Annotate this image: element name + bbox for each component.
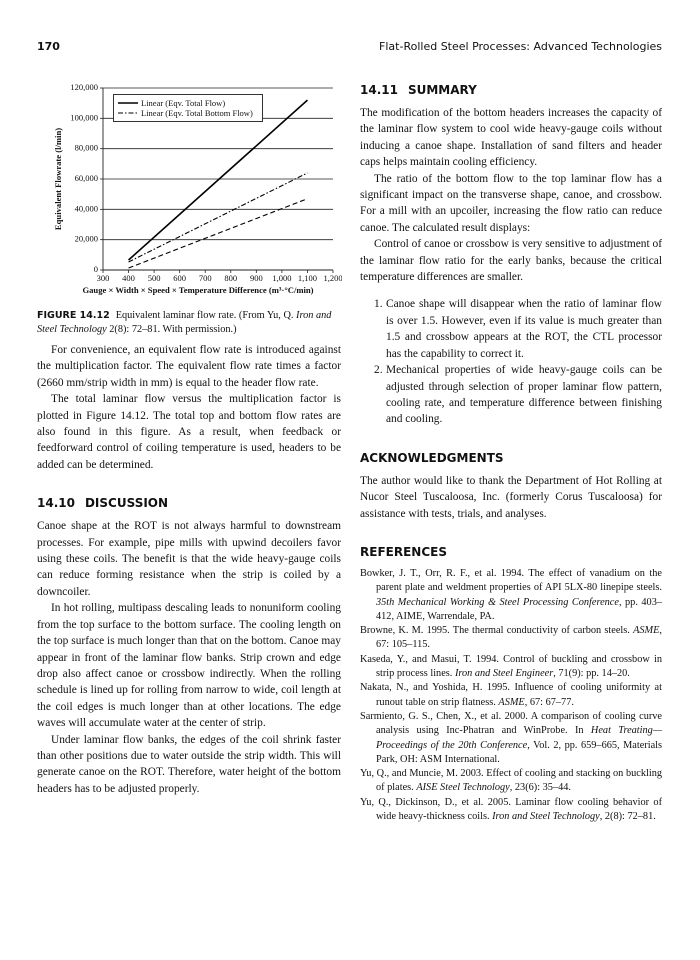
paragraph: Canoe shape at the ROT is not always har… (37, 520, 341, 598)
legend: Linear (Eqv. Total Flow) Linear (Eqv. Tot… (113, 94, 263, 122)
section-number: 14.10 (37, 496, 75, 511)
x-axis-label: Gauge × Width × Speed × Temperature Diff… (82, 285, 313, 295)
section-heading: 14.10 DISCUSSION (37, 495, 341, 511)
right-column: 14.11 SUMMARY The modification of the bott… (360, 82, 662, 824)
section-title: REFERENCES (360, 544, 447, 559)
legend-label: Linear (Eqv. Total Flow) (141, 98, 226, 108)
y-tick-label: 120,000 (70, 82, 98, 92)
section-title: SUMMARY (407, 83, 477, 97)
reference: Bowker, J. T., Orr, R. F., et al. 1994. … (360, 567, 662, 624)
text-run: ASME (633, 625, 660, 637)
reference: Kaseda, Y., and Masui, T. 1994. Control … (360, 653, 662, 682)
text-run: Heat Treating—Proceedings of the 20th Co… (376, 725, 662, 751)
text-run: , 2(8): 72–81. (599, 810, 656, 822)
text-run: Equivalent laminar flow rate. (From Yu, … (115, 310, 297, 321)
series-line (128, 99, 308, 261)
paragraph: For convenience, an equivalent flow rate… (37, 344, 341, 389)
left-column: For convenience, an equivalent flow rate… (37, 342, 341, 797)
text-run: 2(8): 72–81. With permission.) (106, 324, 237, 335)
text-run: Bowker, J. T., Orr, R. F., et al. 1994. … (360, 567, 662, 594)
list-text: Canoe shape will disappear when the rati… (386, 298, 662, 360)
section-number: 14.11 (360, 83, 398, 97)
text-run: 35th Mechanical Working & Steel Processi… (376, 596, 619, 608)
page-number: 170 (37, 40, 60, 53)
section-title: ACKNOWLEDGMENTS (360, 450, 504, 465)
text-run: Browne, K. M. 1995. The thermal conducti… (360, 625, 634, 637)
text-run: Iron and Steel Technology (37, 310, 332, 335)
y-tick-label: 0 (94, 264, 98, 274)
section-heading: ACKNOWLEDGMENTS (360, 450, 662, 466)
x-tick-label: 1,100 (298, 273, 317, 283)
x-tick-label: 600 (173, 273, 186, 283)
figure-caption: FIGURE 14.12 Equivalent laminar flow rate… (37, 309, 341, 337)
list-number: 2. (374, 364, 383, 377)
text-run: , Vol. 2, pp. 659–665, Materials Park, O… (376, 739, 663, 765)
text-run: , 67: 105–115. (376, 625, 662, 651)
x-tick-label: 1,200 (323, 273, 342, 283)
x-tick-label: 700 (199, 273, 212, 283)
reference: Yu, Q., Dickinson, D., et al. 2005. Lami… (360, 796, 662, 825)
legend-swatch (118, 112, 138, 114)
y-tick-label: 40,000 (75, 203, 98, 213)
chart: 0 20,000 40,000 60,000 80,000 100,000 120,000 3… (53, 82, 342, 295)
x-tick-label: 800 (224, 273, 237, 283)
x-tick-label: 400 (122, 273, 135, 283)
legend-swatch (118, 102, 138, 104)
running-title: Flat-Rolled Steel Processes: Advanced Te… (379, 40, 662, 53)
reference: Nakata, N., and Yoshida, H. 1995. Influe… (360, 681, 662, 710)
text-run: , 23(6): 35–44. (509, 782, 571, 794)
text-run: , 67: 67–77. (524, 696, 574, 708)
list-number: 1. (374, 298, 383, 311)
legend-entry: Linear (Eqv. Total Flow) (118, 98, 258, 108)
text-run: , pp. 403–412, AIME, Warrendale, PA. (376, 596, 662, 622)
paragraph: The total laminar flow versus the multip… (37, 393, 341, 471)
section-title: DISCUSSION (84, 496, 169, 511)
list-text: Mechanical properties of wide heavy-gaug… (386, 364, 662, 426)
paragraph: Control of canoe or crossbow is very sen… (360, 238, 662, 284)
paragraph: The author would like to thank the Depar… (360, 474, 662, 520)
y-axis-label: Equivalent Flowrate (l/min) (53, 128, 63, 230)
reference: Sarmiento, G. S., Chen, X., et al. 2000.… (360, 710, 662, 767)
reference: Yu, Q., and Muncie, M. 2003. Effect of c… (360, 767, 662, 796)
x-tick-label: 1,000 (272, 273, 291, 283)
legend-label: Linear (Eqv. Total Bottom Flow) (141, 108, 253, 118)
series-line (128, 172, 308, 263)
paragraph: Under laminar flow banks, the edges of t… (37, 733, 341, 795)
y-tick-label: 20,000 (75, 234, 98, 244)
section-heading: REFERENCES (360, 544, 662, 560)
list-item: 2. Mechanical properties of wide heavy-ga… (360, 362, 662, 428)
text-run: , 71(9): pp. 14–20. (553, 668, 630, 680)
x-tick-label: 500 (148, 273, 161, 283)
x-tick-label: 300 (97, 273, 110, 283)
y-tick-label: 100,000 (70, 112, 98, 122)
text-run: Sarmiento, G. S., Chen, X., et al. 2000.… (360, 710, 662, 737)
list-item: 1. Canoe shape will disappear when the ra… (360, 296, 662, 362)
text-run: Kaseda, Y., and Masui, T. 1994. Control … (360, 653, 662, 680)
text-run: Iron and Steel Technology (492, 810, 600, 822)
caption-label: FIGURE 14.12 (37, 310, 110, 321)
reference: Browne, K. M. 1995. The thermal conducti… (360, 624, 662, 653)
text-run: Nakata, N., and Yoshida, H. 1995. Influe… (360, 682, 662, 708)
paragraph: In hot rolling, multipass descaling lead… (37, 602, 341, 730)
text-run: Iron and Steel Engineer (454, 668, 554, 680)
y-tick-label: 60,000 (75, 173, 98, 183)
x-tick-label: 900 (250, 273, 263, 283)
paragraph: The ratio of the bottom flow to the top … (360, 172, 662, 234)
paragraph: The modification of the bottom headers i… (360, 107, 662, 169)
text-run: Yu, Q., and Muncie, M. 2003. Effect of c… (360, 768, 662, 794)
legend-entry: Linear (Eqv. Total Bottom Flow) (118, 108, 258, 118)
text-run: AISE Steel Technology (416, 782, 510, 794)
text-run: ASME (498, 696, 525, 708)
y-tick-label: 80,000 (75, 143, 98, 153)
section-heading: 14.11 SUMMARY (360, 82, 662, 98)
text-run: Yu, Q., Dickinson, D., et al. 2005. Lami… (360, 796, 662, 822)
figure: 0 20,000 40,000 60,000 80,000 100,000 120,000 3… (37, 80, 342, 305)
